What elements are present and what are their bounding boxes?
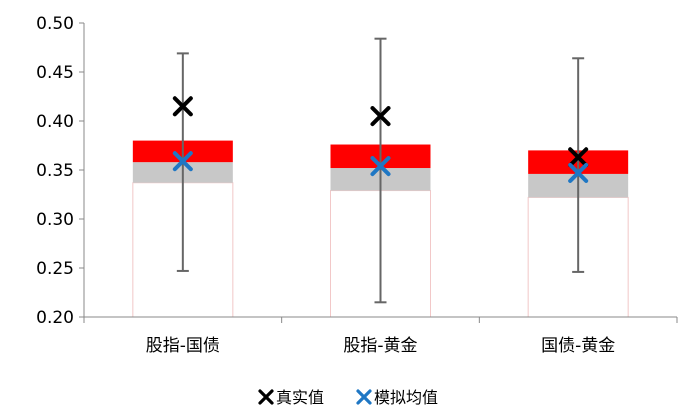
y-tick-label: 0.40 (36, 112, 74, 132)
y-tick-label: 0.20 (36, 308, 74, 328)
whisker-layer (176, 37, 585, 304)
y-tick-label: 0.50 (36, 14, 74, 34)
marker-stroke (370, 106, 391, 127)
marker-stroke (370, 156, 391, 177)
legend-sim-marker-icon (356, 389, 372, 405)
legend: 真实值 模拟均值 (258, 388, 438, 407)
x-category-label: 股指-黄金 (343, 336, 417, 356)
y-tick-label: 0.30 (36, 210, 74, 230)
sim-mean-marker (172, 151, 193, 172)
y-tick-label: 0.45 (36, 63, 74, 83)
legend-real-label: 真实值 (276, 388, 324, 407)
x-category-label: 国债-黄金 (541, 336, 615, 356)
real-value-marker (568, 147, 589, 168)
marker-stroke (172, 151, 193, 172)
y-tick-label: 0.25 (36, 259, 74, 279)
real-value-marker (172, 96, 193, 117)
sim-mean-marker (568, 162, 589, 183)
real-value-marker (370, 106, 391, 127)
legend-item-real: 真实值 (258, 388, 324, 407)
y-tick-label: 0.35 (36, 161, 74, 181)
marker-stroke (172, 96, 193, 117)
legend-sim-label: 模拟均值 (374, 388, 438, 407)
x-category-label: 股指-国债 (146, 336, 220, 356)
axis-layer: 0.20 0.25 0.30 0.35 0.40 0.45 0.50 股指-国债 股指-黄金 国债… (36, 14, 678, 356)
legend-item-sim: 模拟均值 (356, 388, 438, 407)
sim-mean-marker (370, 156, 391, 177)
marker-stroke (568, 162, 589, 183)
legend-real-marker-icon (258, 389, 274, 405)
marker-stroke (568, 147, 589, 168)
marker-layer (172, 96, 589, 183)
